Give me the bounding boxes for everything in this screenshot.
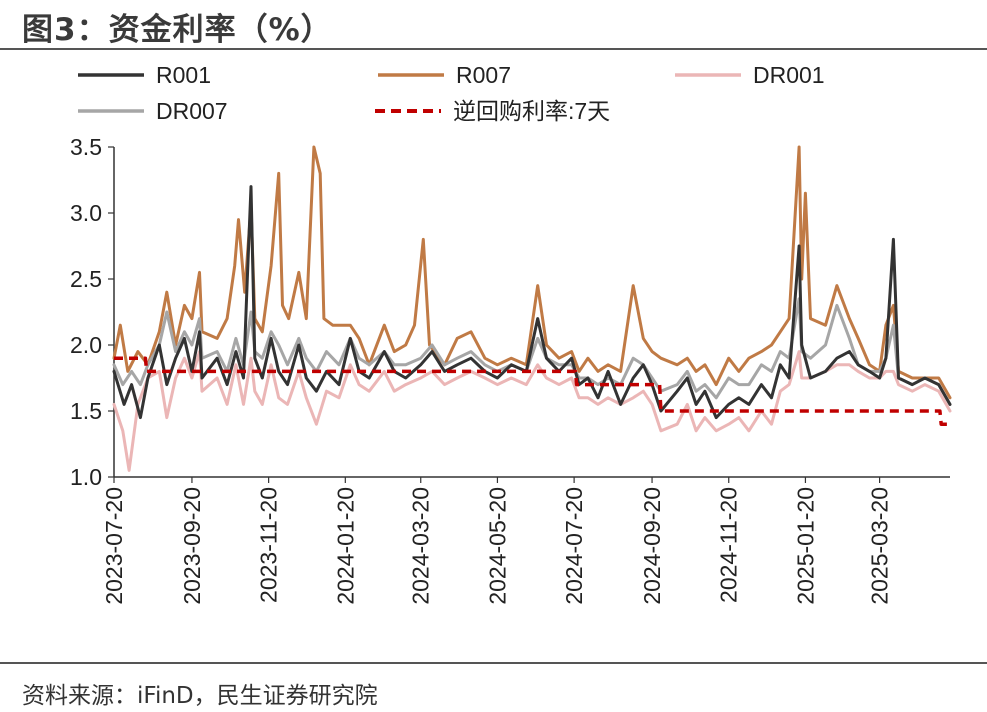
- x-tick-label: 2025-01-20: [792, 487, 818, 605]
- x-tick-label: 2024-07-20: [561, 487, 587, 605]
- x-tick-label: 2024-09-20: [639, 487, 665, 605]
- legend-label-1: R007: [456, 62, 511, 88]
- y-tick-label: 2.0: [70, 332, 102, 358]
- series-line-0: [112, 185, 952, 420]
- plot-lines: [112, 145, 952, 472]
- x-tick-label: 2023-07-20: [101, 487, 127, 605]
- y-axis: 1.0 1.5 2.0 2.5 3.0 3.5: [70, 134, 115, 490]
- source-note: 资料来源：iFinD，民生证券研究院: [22, 683, 378, 709]
- rate-line-chart: R001 R007 DR001 DR007 逆回购利率:7天 1.0 1.5 2.0 2.5 3…: [70, 62, 952, 605]
- legend-label-4: 逆回购利率:7天: [453, 98, 610, 124]
- x-tick-label: 2024-03-20: [408, 487, 434, 605]
- legend-label-0: R001: [156, 62, 211, 88]
- series-line-2: [112, 350, 952, 472]
- series-line-4: [114, 356, 950, 426]
- x-tick-label: 2023-11-20: [256, 487, 282, 603]
- series-line-1: [112, 145, 952, 400]
- x-tick-label: 2024-05-20: [484, 487, 510, 605]
- x-tick-label: 2025-03-20: [867, 487, 893, 605]
- x-tick-label: 2024-01-20: [332, 487, 358, 605]
- legend-label-3: DR007: [156, 98, 228, 124]
- x-tick-label: 2023-09-20: [179, 487, 205, 605]
- source-divider: [0, 662, 987, 664]
- y-tick-label: 3.0: [70, 200, 102, 226]
- y-tick-label: 2.5: [70, 266, 102, 292]
- legend: R001 R007 DR001 DR007 逆回购利率:7天: [78, 62, 825, 124]
- x-tick-label: 2024-11-20: [716, 487, 742, 603]
- x-axis: 2023-07-20 2023-09-20 2023-11-20 2024-01-20…: [101, 476, 950, 605]
- y-tick-label: 3.5: [70, 134, 102, 160]
- title-divider: [0, 48, 987, 50]
- y-tick-label: 1.5: [70, 398, 102, 424]
- chart-title: 图3：资金利率（%）: [22, 12, 333, 48]
- legend-label-2: DR001: [753, 62, 825, 88]
- y-tick-label: 1.0: [70, 464, 102, 490]
